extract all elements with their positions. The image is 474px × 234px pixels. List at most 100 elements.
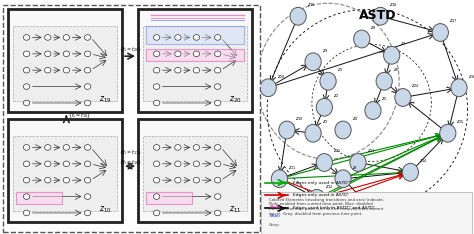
- Circle shape: [214, 194, 221, 199]
- Circle shape: [84, 161, 91, 167]
- Text: $z_{25}$: $z_{25}$: [389, 203, 398, 211]
- Text: $\{t_i=t_{20}\}$: $\{t_i=t_{20}\}$: [118, 46, 142, 54]
- Text: $\{t_i=t_{10}\}$: $\{t_i=t_{10}\}$: [118, 158, 142, 167]
- FancyBboxPatch shape: [13, 26, 117, 101]
- Text: Colored Elements (involving transitions and arcs) indicate;
Pink: enabled from c: Colored Elements (involving transitions …: [269, 198, 384, 216]
- Text: $z_{16}$: $z_{16}$: [467, 73, 474, 81]
- Circle shape: [193, 35, 200, 40]
- Circle shape: [316, 98, 332, 116]
- Text: $\{t_i=t_{10}\}$: $\{t_i=t_{10}\}$: [68, 111, 91, 120]
- Circle shape: [45, 161, 51, 167]
- Circle shape: [45, 177, 51, 183]
- FancyBboxPatch shape: [8, 9, 122, 112]
- Circle shape: [174, 51, 181, 57]
- Text: $z_{8}$: $z_{8}$: [370, 24, 377, 32]
- Text: $z_{1}$: $z_{1}$: [337, 66, 343, 74]
- Circle shape: [214, 145, 221, 150]
- Text: $\{t_i=t_{11}\}$: $\{t_i=t_{11}\}$: [118, 149, 142, 157]
- Circle shape: [84, 145, 91, 150]
- Circle shape: [335, 170, 351, 188]
- Text: Pink:: Pink:: [269, 205, 280, 209]
- Circle shape: [45, 51, 51, 57]
- Text: $z_{t}$: $z_{t}$: [352, 164, 357, 172]
- Circle shape: [193, 67, 200, 73]
- Circle shape: [63, 161, 70, 167]
- FancyBboxPatch shape: [143, 136, 247, 211]
- Circle shape: [320, 72, 336, 90]
- Circle shape: [154, 177, 160, 183]
- Text: Edges only used in ASTDᵂ: Edges only used in ASTDᵂ: [293, 180, 350, 185]
- Text: Edges only used in ASTDᴸ: Edges only used in ASTDᴸ: [293, 193, 349, 197]
- Circle shape: [214, 161, 221, 167]
- FancyBboxPatch shape: [143, 26, 247, 101]
- Circle shape: [290, 7, 306, 25]
- Circle shape: [63, 35, 70, 40]
- Circle shape: [45, 145, 51, 150]
- Circle shape: [193, 51, 200, 57]
- Circle shape: [174, 161, 181, 167]
- Circle shape: [84, 51, 91, 57]
- Circle shape: [214, 84, 221, 89]
- Circle shape: [214, 210, 221, 216]
- Circle shape: [350, 154, 366, 171]
- Circle shape: [260, 79, 276, 97]
- Text: $z_{14}$: $z_{14}$: [419, 157, 428, 165]
- Text: $z_{23}$: $z_{23}$: [366, 148, 375, 155]
- Circle shape: [305, 124, 321, 142]
- Text: $z_{20}$: $z_{20}$: [229, 95, 242, 105]
- Text: Edges used both in ASTDᵂ and ASTDᴸ: Edges used both in ASTDᵂ and ASTDᴸ: [293, 206, 374, 210]
- Circle shape: [23, 161, 30, 167]
- Circle shape: [154, 194, 160, 199]
- Text: $z_{10}$: $z_{10}$: [295, 115, 304, 123]
- Text: $z_{4}$: $z_{4}$: [352, 115, 358, 123]
- Circle shape: [432, 24, 448, 41]
- Circle shape: [23, 145, 30, 150]
- Circle shape: [174, 145, 181, 150]
- Text: ASTD: ASTD: [359, 9, 397, 22]
- Circle shape: [23, 84, 30, 89]
- Circle shape: [84, 35, 91, 40]
- Circle shape: [316, 154, 332, 171]
- Circle shape: [63, 67, 70, 73]
- FancyBboxPatch shape: [146, 49, 244, 61]
- Circle shape: [154, 35, 160, 40]
- Circle shape: [193, 145, 200, 150]
- Text: $z_{17}$: $z_{17}$: [449, 18, 457, 26]
- FancyBboxPatch shape: [16, 192, 62, 204]
- Text: $z_{19}$: $z_{19}$: [307, 1, 315, 9]
- Circle shape: [23, 51, 30, 57]
- Text: $z_{9}$: $z_{9}$: [322, 47, 328, 55]
- Circle shape: [23, 177, 30, 183]
- Text: Gray:: Gray:: [269, 223, 281, 227]
- Circle shape: [354, 30, 370, 48]
- Text: $z_{2}$: $z_{2}$: [333, 92, 339, 100]
- Circle shape: [214, 51, 221, 57]
- Circle shape: [23, 194, 30, 199]
- Circle shape: [45, 67, 51, 73]
- Text: $z_{10}$: $z_{10}$: [99, 205, 111, 215]
- Circle shape: [451, 79, 467, 97]
- Circle shape: [279, 121, 295, 139]
- Text: $z_{11}$: $z_{11}$: [288, 164, 297, 172]
- Circle shape: [373, 209, 389, 227]
- Text: Blue:: Blue:: [269, 214, 281, 218]
- Text: $z_{12}$: $z_{12}$: [325, 183, 334, 191]
- Circle shape: [395, 89, 411, 106]
- FancyBboxPatch shape: [138, 119, 252, 222]
- Text: $z_{24}$: $z_{24}$: [411, 83, 420, 91]
- FancyBboxPatch shape: [13, 136, 117, 211]
- Circle shape: [84, 100, 91, 106]
- Circle shape: [154, 84, 160, 89]
- Circle shape: [309, 189, 325, 207]
- Text: $z_{11}$: $z_{11}$: [229, 205, 242, 215]
- Text: $z_{20}$: $z_{20}$: [277, 73, 285, 81]
- Circle shape: [214, 177, 221, 183]
- Circle shape: [373, 7, 389, 25]
- Circle shape: [84, 177, 91, 183]
- Circle shape: [376, 72, 392, 90]
- Circle shape: [63, 145, 70, 150]
- Circle shape: [84, 210, 91, 216]
- Text: $z_{7}$: $z_{7}$: [400, 40, 407, 48]
- Circle shape: [305, 53, 321, 71]
- FancyBboxPatch shape: [138, 9, 252, 112]
